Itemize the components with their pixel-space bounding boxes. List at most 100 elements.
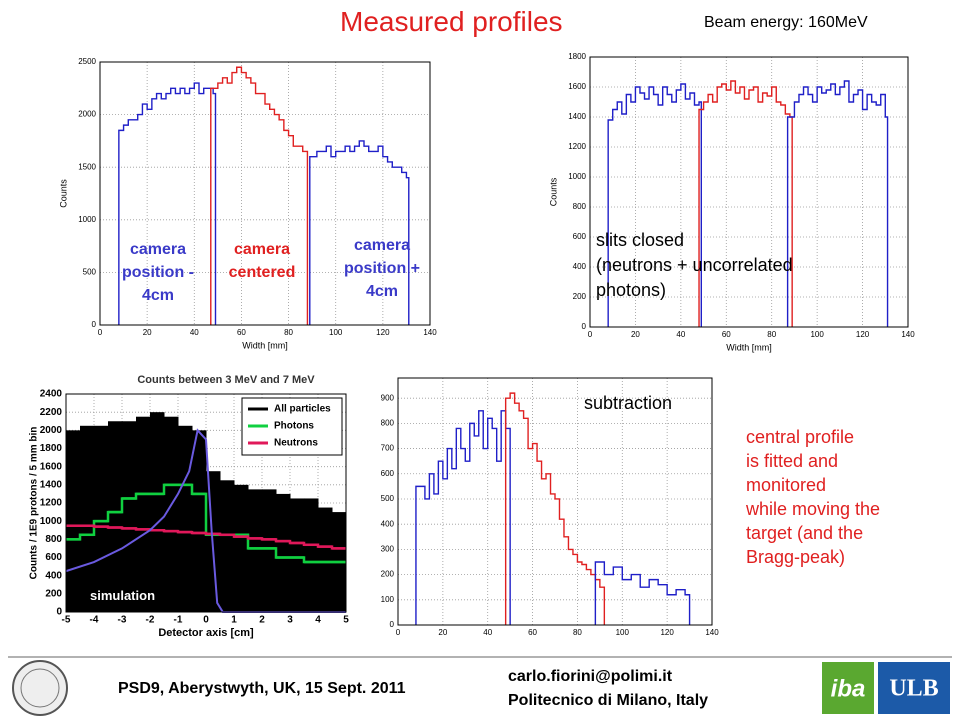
- histogram-bar: [136, 416, 151, 612]
- y-tick-label: 200: [573, 292, 587, 301]
- y-tick-label: 2200: [40, 407, 63, 418]
- histogram-bar: [122, 421, 137, 612]
- plot-area: [100, 62, 430, 325]
- series-line: [698, 80, 793, 327]
- y-axis-label: Counts: [58, 179, 68, 208]
- plot-frame: [65, 393, 347, 613]
- legend-label: Neutrons: [274, 438, 318, 449]
- x-tick-label: 1: [231, 615, 237, 626]
- histogram-bar: [234, 484, 249, 612]
- plot-frame: [397, 377, 713, 626]
- y-tick-label: 0: [390, 620, 395, 629]
- plot-frame: [589, 56, 909, 328]
- footer-institute: Politecnico di Milano, Italy: [508, 692, 709, 709]
- y-tick-label: 900: [381, 393, 395, 402]
- histogram-bar: [290, 498, 305, 612]
- x-tick-label: -2: [146, 615, 155, 626]
- histogram-bar: [192, 430, 207, 612]
- y-tick-label: 2500: [78, 57, 96, 66]
- y-axis-label: Counts: [548, 177, 558, 206]
- y-tick-label: 500: [83, 268, 97, 277]
- y-tick-label: 1200: [40, 498, 63, 509]
- y-tick-label: 0: [582, 322, 587, 331]
- plot-frame: [99, 61, 431, 326]
- series-label: camera position - 4cm: [122, 241, 194, 304]
- series-line: [210, 66, 309, 325]
- legend-label: All particles: [274, 404, 331, 415]
- y-tick-label: 1500: [78, 162, 96, 171]
- y-tick-label: 500: [381, 494, 395, 503]
- y-tick-label: 1000: [40, 516, 63, 527]
- x-tick-label: 60: [237, 328, 246, 337]
- polimi-seal-inner: [20, 668, 60, 708]
- y-tick-label: 200: [45, 588, 62, 599]
- x-tick-label: 0: [203, 615, 209, 626]
- plot-area: [398, 378, 712, 625]
- x-tick-label: 0: [588, 330, 593, 339]
- note-line: central profile: [746, 427, 855, 447]
- y-tick-label: 1000: [78, 215, 96, 224]
- x-tick-label: 4: [315, 615, 321, 626]
- note-line: slits closed: [596, 230, 685, 250]
- x-tick-label: 80: [767, 330, 776, 339]
- chart-title: Counts between 3 MeV and 7 MeV: [137, 374, 315, 386]
- x-tick-label: 20: [143, 328, 152, 337]
- beam-energy: Beam energy: 160MeV: [704, 14, 868, 31]
- chart: 0 100 200 300 400 500 600 700 800 900 0 20 40 60 80 100…: [381, 377, 719, 637]
- series-line: [118, 82, 217, 325]
- note-line: Bragg-peak): [746, 547, 846, 567]
- y-tick-label: 400: [573, 262, 587, 271]
- y-tick-label: 1800: [40, 443, 63, 454]
- series-line: [65, 428, 346, 613]
- simulation-note: simulation: [90, 588, 156, 603]
- y-tick-label: 800: [45, 534, 62, 545]
- legend-label: Photons: [274, 421, 314, 432]
- note-line: (neutrons + uncorrelated: [596, 255, 793, 275]
- x-tick-label: 100: [810, 330, 824, 339]
- y-tick-label: 2000: [78, 110, 96, 119]
- note-line: monitored: [746, 475, 827, 495]
- x-tick-label: 0: [98, 328, 103, 337]
- footer-email: carlo.fiorini@polimi.it: [508, 668, 673, 685]
- iba-logo-text: iba: [831, 675, 866, 702]
- x-tick-label: 120: [660, 628, 674, 637]
- note-line: photons): [596, 280, 667, 300]
- x-tick-label: 100: [616, 628, 630, 637]
- x-axis-label: Width [mm]: [242, 340, 288, 350]
- series-label: camera centered: [228, 241, 296, 281]
- x-tick-label: 40: [676, 330, 685, 339]
- central-note: central profile is fitted and monitored whi…: [746, 425, 880, 569]
- subtraction-note: subtraction: [584, 393, 673, 413]
- y-tick-label: 700: [381, 444, 395, 453]
- x-tick-label: 60: [528, 628, 537, 637]
- y-tick-label: 0: [92, 320, 97, 329]
- x-tick-label: 140: [423, 328, 437, 337]
- x-tick-label: 80: [284, 328, 293, 337]
- x-tick-label: 60: [722, 330, 731, 339]
- note-line: target (and the: [746, 523, 864, 543]
- x-tick-label: 2: [259, 615, 265, 626]
- slits-note: slits closed (neutrons + uncorrelated phot…: [596, 228, 793, 303]
- histogram-bar: [276, 493, 291, 612]
- series-line: [309, 140, 410, 325]
- x-axis-label: Width [mm]: [726, 342, 772, 352]
- x-tick-label: 40: [483, 628, 492, 637]
- x-tick-label: 3: [287, 615, 293, 626]
- x-tick-label: 120: [376, 328, 390, 337]
- iba-logo: [822, 662, 874, 714]
- y-tick-label: 1600: [40, 461, 63, 472]
- y-tick-label: 800: [573, 202, 587, 211]
- series-label: camera position + 4cm: [344, 237, 420, 300]
- histogram-bar: [318, 507, 333, 612]
- y-tick-label: 2000: [40, 425, 63, 436]
- x-tick-label: -4: [90, 615, 99, 626]
- series-line: [594, 561, 691, 625]
- y-tick-label: 1600: [568, 82, 586, 91]
- plot-area: [590, 57, 908, 327]
- histogram-bar: [80, 425, 95, 612]
- series-line: [607, 83, 702, 327]
- ulb-logo: [878, 662, 950, 714]
- x-tick-label: 5: [343, 615, 349, 626]
